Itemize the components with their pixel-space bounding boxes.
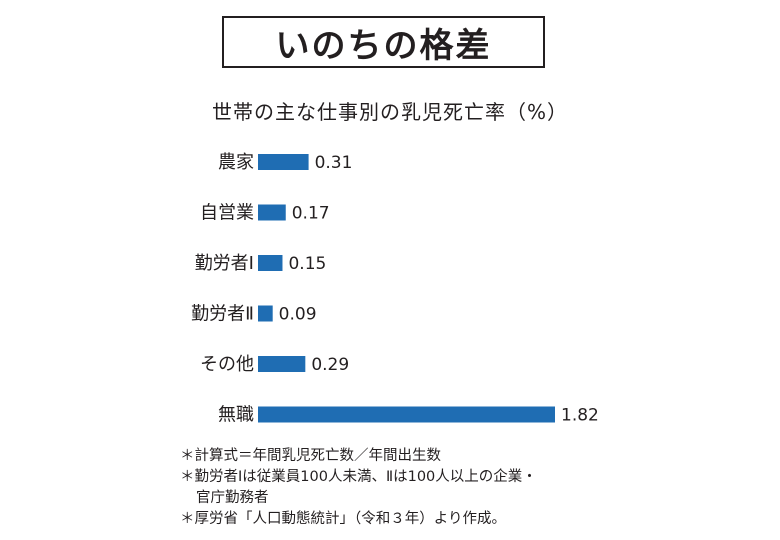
bar (258, 305, 273, 322)
chart-subtitle: 世帯の主な仕事別の乳児死亡率（%） (211, 100, 568, 124)
bar (258, 255, 283, 271)
value-label: 0.29 (311, 355, 349, 375)
value-label: 0.31 (315, 153, 353, 173)
footnote-formula: ＊計算式＝年間乳児死亡数／年間出生数 (180, 448, 441, 464)
value-label: 0.09 (279, 305, 317, 325)
category-label: 自営業 (200, 203, 254, 224)
footnote-worker-definition-cont: 官庁勤務者 (196, 490, 269, 506)
category-label: その他 (200, 354, 254, 375)
category-label: 勤労者Ⅰ (195, 253, 254, 274)
chart-title: いのちの格差 (275, 25, 492, 66)
bar-chart: 農家 0.31 自営業 0.17 勤労者Ⅰ 0.15 勤労者Ⅱ 0.09 その他 0.29 無職 1.… (191, 152, 599, 426)
footnotes: ＊計算式＝年間乳児死亡数／年間出生数 ＊勤労者Ⅰは従業員100人未満、Ⅱは100… (180, 446, 537, 530)
category-label: 勤労者Ⅱ (191, 304, 254, 325)
bar (258, 406, 555, 423)
bar (258, 356, 306, 372)
value-label: 0.17 (292, 204, 330, 224)
bar (258, 154, 309, 170)
chart-title-box: いのちの格差 (222, 16, 545, 68)
footnote-worker-definition: ＊勤労者Ⅰは従業員100人未満、Ⅱは100人以上の企業・ (180, 469, 537, 485)
bar (258, 204, 286, 221)
category-label: 農家 (218, 152, 254, 173)
footnote-source: ＊厚労省「人口動態統計」（令和３年）より作成。 (180, 511, 506, 527)
category-label: 無職 (218, 405, 254, 426)
value-label: 0.15 (288, 254, 326, 274)
value-label: 1.82 (561, 406, 599, 426)
